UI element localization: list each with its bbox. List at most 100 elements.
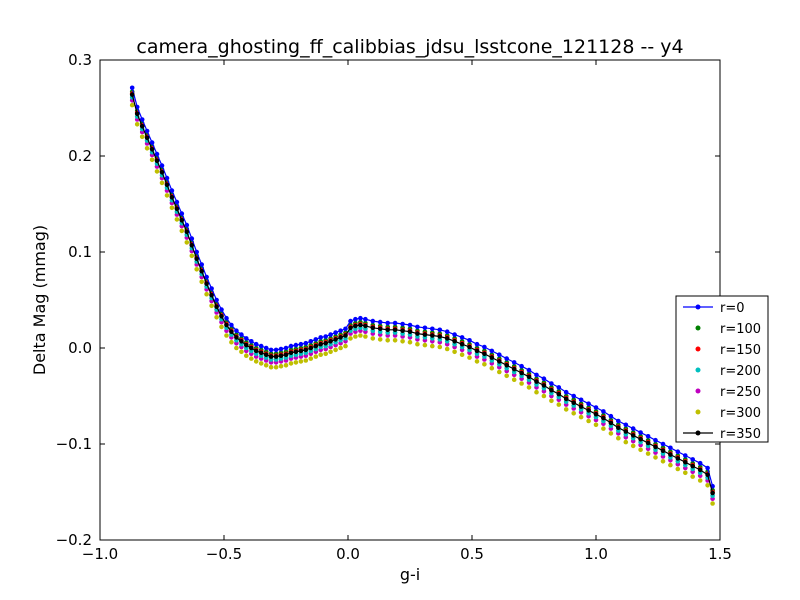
plot-frame	[99, 59, 721, 541]
data-point	[415, 341, 420, 347]
data-point	[204, 291, 209, 297]
data-point	[690, 457, 695, 462]
data-point	[278, 346, 284, 352]
chart-title: camera_ghosting_ff_calibbias_jdsu_lsstco…	[136, 36, 683, 58]
data-point	[184, 240, 190, 245]
data-point	[563, 396, 569, 402]
data-point	[318, 335, 324, 340]
data-point	[504, 373, 510, 379]
data-point	[229, 329, 234, 335]
data-point	[638, 447, 643, 453]
data-point	[328, 332, 333, 337]
data-point	[159, 180, 165, 186]
data-point	[534, 389, 539, 395]
data-point	[422, 342, 428, 348]
data-point	[303, 358, 309, 363]
data-point	[616, 425, 621, 431]
data-point	[653, 444, 658, 450]
data-point	[169, 205, 175, 211]
data-point	[353, 334, 358, 339]
data-point	[139, 134, 145, 140]
data-point	[497, 359, 502, 364]
data-point	[482, 362, 487, 367]
data-point	[578, 414, 584, 420]
data-point	[144, 135, 150, 141]
data-point	[303, 340, 309, 346]
data-point	[675, 466, 681, 472]
x-tick-label: 0.0	[336, 545, 360, 563]
data-point	[489, 348, 495, 354]
data-point	[219, 324, 224, 330]
data-point	[323, 351, 329, 357]
data-point	[608, 431, 614, 436]
data-point	[268, 354, 274, 359]
data-point	[593, 411, 599, 417]
data-point	[660, 459, 666, 464]
data-point	[263, 345, 269, 351]
data-point	[318, 352, 324, 358]
x-axis: −1.0 −0.5 0.0 0.5 1.0 1.5	[82, 60, 732, 563]
data-point	[288, 361, 294, 366]
data-point	[249, 339, 254, 344]
data-point	[144, 128, 150, 134]
data-point	[601, 426, 606, 431]
data-point	[149, 157, 155, 163]
data-point	[437, 344, 443, 350]
data-point	[214, 304, 219, 310]
data-point	[298, 341, 304, 347]
data-point	[189, 253, 195, 259]
data-point	[249, 356, 254, 361]
y-tick-label: 0.3	[68, 51, 92, 69]
data-point	[556, 385, 562, 390]
series-r=300	[129, 102, 715, 506]
data-point	[313, 337, 319, 342]
data-point	[452, 349, 457, 355]
data-point	[571, 411, 576, 416]
data-point	[129, 102, 135, 108]
data-point	[348, 336, 353, 341]
legend-label: r=350	[720, 427, 761, 442]
y-tick-label: −0.2	[56, 531, 92, 549]
data-point	[184, 222, 190, 228]
data-point	[467, 355, 472, 360]
x-tick-label: 1.0	[584, 545, 608, 563]
data-point	[224, 322, 229, 328]
data-point	[697, 478, 703, 483]
data-point	[710, 501, 715, 506]
data-point	[504, 363, 510, 368]
data-point	[489, 355, 495, 360]
data-point	[343, 326, 348, 332]
series-r=0	[129, 85, 715, 489]
data-point	[385, 338, 391, 343]
data-point	[504, 356, 510, 361]
series-r=350	[129, 92, 715, 496]
data-point	[511, 366, 517, 372]
data-point	[179, 228, 185, 234]
data-point	[549, 398, 554, 404]
data-point	[129, 92, 135, 97]
y-tick-label: −0.1	[56, 435, 92, 453]
data-point	[358, 315, 363, 321]
data-point	[154, 151, 160, 157]
data-point	[323, 334, 329, 339]
data-point	[497, 369, 502, 375]
data-point	[638, 430, 643, 435]
data-point	[511, 377, 517, 383]
data-point	[697, 460, 703, 466]
data-point	[534, 372, 539, 378]
x-tick-label: 0.5	[460, 545, 484, 563]
data-point	[519, 381, 524, 386]
data-point	[154, 169, 160, 174]
data-point	[268, 364, 274, 370]
data-point	[623, 422, 629, 428]
legend-marker	[695, 430, 701, 436]
data-point	[370, 336, 376, 341]
data-point	[283, 363, 289, 368]
legend-marker	[695, 409, 701, 415]
data-point	[616, 418, 621, 424]
data-point	[333, 330, 338, 335]
data-point	[668, 462, 673, 468]
legend-label: r=250	[720, 385, 761, 400]
data-point	[174, 199, 180, 205]
